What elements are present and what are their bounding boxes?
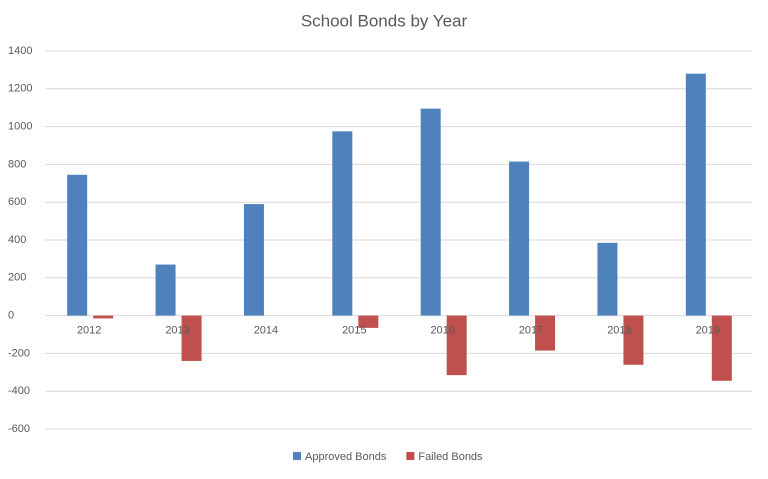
bar xyxy=(332,131,353,316)
x-tick-label: 2013 xyxy=(165,325,189,337)
legend-swatch xyxy=(293,452,301,460)
y-tick-label: 1000 xyxy=(8,121,32,133)
x-tick-label: 2012 xyxy=(77,325,101,337)
legend-swatch xyxy=(406,452,415,460)
y-tick-label: 800 xyxy=(8,158,26,170)
bar xyxy=(155,264,176,316)
bar xyxy=(535,315,556,351)
bar xyxy=(243,204,264,316)
y-tick-label: 400 xyxy=(8,234,26,246)
bar xyxy=(623,315,644,365)
bar xyxy=(181,315,202,361)
y-tick-label: -400 xyxy=(8,385,30,397)
x-tick-label: 2017 xyxy=(519,325,543,337)
bar xyxy=(420,108,441,316)
x-tick-label: 2015 xyxy=(342,325,366,337)
y-tick-label: -200 xyxy=(8,347,30,359)
y-tick-label: 200 xyxy=(8,272,26,284)
legend-label: Approved Bonds xyxy=(305,451,387,463)
bar xyxy=(711,315,732,381)
chart-title: School Bonds by Year xyxy=(301,11,468,30)
bar xyxy=(93,315,114,319)
bar xyxy=(358,315,379,328)
x-tick-label: 2019 xyxy=(696,325,720,337)
legend-label: Failed Bonds xyxy=(418,451,483,463)
y-tick-label: 600 xyxy=(8,196,26,208)
x-tick-label: 2018 xyxy=(607,325,631,337)
y-tick-label: 0 xyxy=(8,310,14,322)
bar xyxy=(597,242,618,316)
bar xyxy=(685,73,706,316)
y-tick-label: 1200 xyxy=(8,83,32,95)
bar xyxy=(67,174,88,316)
bar xyxy=(446,315,467,376)
bar xyxy=(509,161,530,316)
y-tick-label: 1400 xyxy=(8,45,32,57)
y-tick-label: -600 xyxy=(8,423,30,435)
x-tick-label: 2016 xyxy=(430,325,454,337)
x-tick-label: 2014 xyxy=(254,325,278,337)
